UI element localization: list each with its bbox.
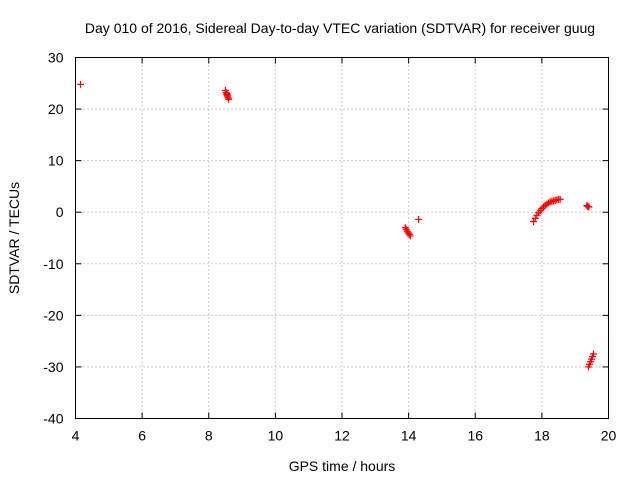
data-point <box>405 230 413 238</box>
x-tick-label: 4 <box>72 428 80 444</box>
data-point <box>530 217 538 225</box>
x-tick-label: 20 <box>601 428 617 444</box>
data-point <box>76 80 84 88</box>
y-tick-label: -30 <box>43 359 63 375</box>
y-tick-label: 0 <box>56 204 64 220</box>
y-tick-label: -20 <box>43 307 63 323</box>
y-tick-label: -40 <box>43 411 63 427</box>
tick-layer: 4 6 8 10 12 14 16 18 20 -40 -30 -20 -10 0 10 20 30 <box>43 50 616 444</box>
data-point <box>224 92 232 100</box>
x-tick-label: 16 <box>467 428 483 444</box>
data-point <box>531 214 539 222</box>
grid-layer <box>75 57 609 419</box>
chart-title: Day 010 of 2016, Sidereal Day-to-day VTE… <box>85 20 595 36</box>
y-tick-label: -10 <box>43 256 63 272</box>
x-tick-label: 12 <box>334 428 350 444</box>
data-point <box>401 224 409 232</box>
data-point <box>590 350 598 358</box>
data-point <box>225 95 233 103</box>
data-point <box>545 199 553 207</box>
x-tick-label: 14 <box>401 428 417 444</box>
data-point <box>556 195 564 203</box>
x-tick-label: 10 <box>268 428 284 444</box>
data-point <box>540 203 548 211</box>
y-tick-label: 10 <box>48 153 64 169</box>
x-tick-label: 8 <box>205 428 213 444</box>
points-layer <box>76 80 598 371</box>
y-axis-label: SDTVAR / TECUs <box>6 182 22 294</box>
x-tick-label: 18 <box>534 428 550 444</box>
x-tick-label: 6 <box>138 428 146 444</box>
x-axis-label: GPS time / hours <box>289 458 396 474</box>
data-point <box>415 215 423 223</box>
data-point <box>406 232 414 240</box>
data-point <box>538 205 546 213</box>
y-tick-label: 20 <box>48 101 64 117</box>
y-tick-label: 30 <box>48 50 64 66</box>
data-point <box>585 203 593 211</box>
